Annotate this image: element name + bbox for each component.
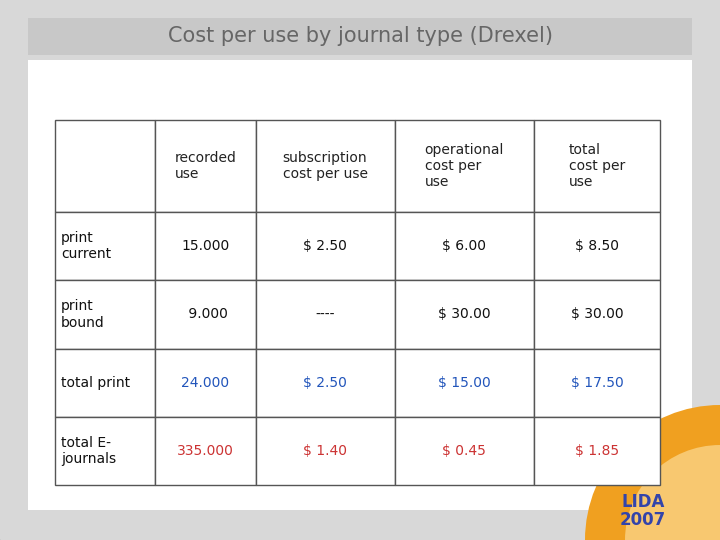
Text: 9.000: 9.000 xyxy=(184,307,228,321)
Text: 15.000: 15.000 xyxy=(181,239,230,253)
Text: Cost per use by journal type (Drexel): Cost per use by journal type (Drexel) xyxy=(168,26,552,46)
Bar xyxy=(395,280,534,348)
Text: $ 2.50: $ 2.50 xyxy=(303,239,347,253)
Bar xyxy=(55,348,156,417)
Bar xyxy=(256,120,395,212)
Text: $ 1.85: $ 1.85 xyxy=(575,444,619,458)
Bar xyxy=(256,280,395,348)
Bar xyxy=(28,18,692,55)
Bar xyxy=(156,120,256,212)
Bar xyxy=(55,417,156,485)
Text: total E-
journals: total E- journals xyxy=(61,436,116,466)
Text: $ 2.50: $ 2.50 xyxy=(303,376,347,390)
Bar xyxy=(395,417,534,485)
Text: $ 30.00: $ 30.00 xyxy=(438,307,490,321)
Bar xyxy=(534,212,660,280)
Text: print
bound: print bound xyxy=(61,299,104,329)
Text: 24.000: 24.000 xyxy=(181,376,230,390)
Bar xyxy=(55,280,156,348)
Bar xyxy=(156,280,256,348)
Bar xyxy=(55,212,156,280)
Text: $ 1.40: $ 1.40 xyxy=(303,444,347,458)
Bar xyxy=(395,348,534,417)
Bar xyxy=(28,60,692,510)
Text: subscription
cost per use: subscription cost per use xyxy=(283,151,368,181)
Bar xyxy=(256,212,395,280)
Text: total
cost per
use: total cost per use xyxy=(569,143,625,189)
Text: $ 30.00: $ 30.00 xyxy=(570,307,624,321)
Bar xyxy=(156,417,256,485)
Wedge shape xyxy=(585,405,720,540)
Text: 335.000: 335.000 xyxy=(177,444,234,458)
Text: $ 6.00: $ 6.00 xyxy=(442,239,486,253)
Bar xyxy=(256,348,395,417)
Text: $ 15.00: $ 15.00 xyxy=(438,376,490,390)
Bar xyxy=(156,348,256,417)
Text: $ 17.50: $ 17.50 xyxy=(570,376,624,390)
Bar xyxy=(156,212,256,280)
Text: 2007: 2007 xyxy=(620,511,666,529)
Text: operational
cost per
use: operational cost per use xyxy=(425,143,504,189)
Bar xyxy=(256,417,395,485)
Wedge shape xyxy=(625,445,720,540)
Text: LIDA: LIDA xyxy=(621,493,665,511)
Text: ----: ---- xyxy=(315,307,335,321)
Bar xyxy=(534,280,660,348)
Text: print
current: print current xyxy=(61,231,111,261)
Text: total print: total print xyxy=(61,376,130,390)
Bar xyxy=(534,120,660,212)
Text: $ 0.45: $ 0.45 xyxy=(442,444,486,458)
Bar xyxy=(534,417,660,485)
Bar xyxy=(395,120,534,212)
Text: recorded
use: recorded use xyxy=(174,151,236,181)
Bar xyxy=(534,348,660,417)
Bar xyxy=(55,120,156,212)
Text: $ 8.50: $ 8.50 xyxy=(575,239,619,253)
Bar xyxy=(395,212,534,280)
